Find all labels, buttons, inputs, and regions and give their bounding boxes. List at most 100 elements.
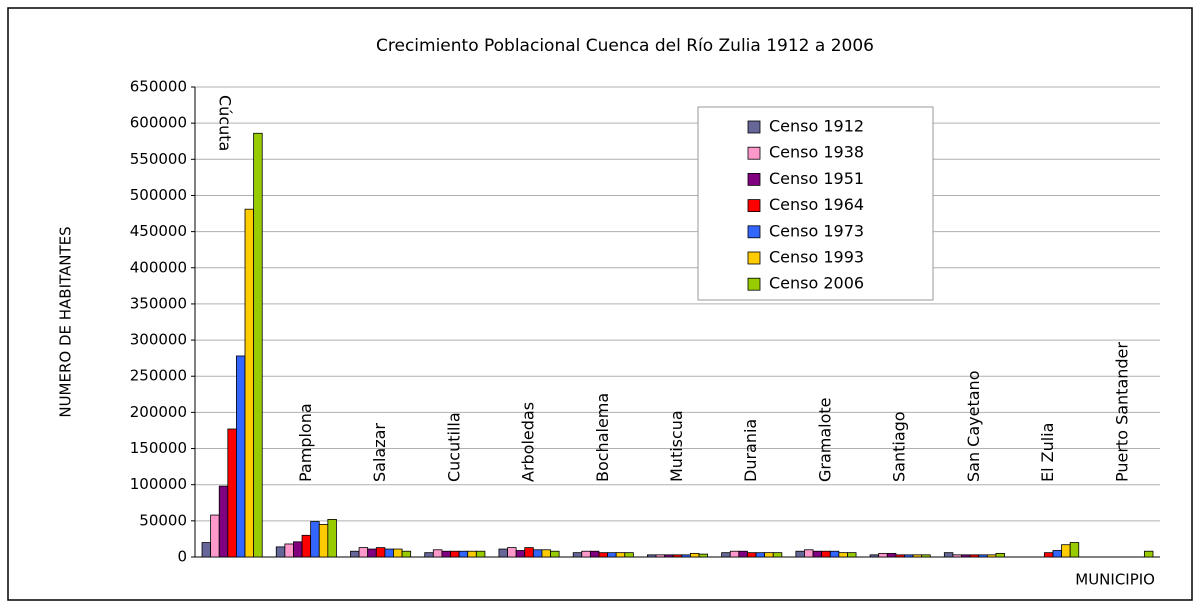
legend-swatch [747, 277, 761, 291]
bar [441, 550, 451, 558]
bar [804, 549, 814, 558]
bar [550, 550, 560, 558]
bar [218, 485, 229, 558]
legend-label: Censo 1964 [769, 195, 864, 214]
bar [795, 550, 805, 558]
bar [690, 552, 700, 558]
bar [1143, 550, 1154, 558]
y-axis-title: NUMERO DE HABITANTES [57, 226, 75, 417]
bar [1043, 552, 1054, 558]
y-tick-label: 200000 [130, 403, 187, 421]
bar [350, 550, 360, 558]
bar [912, 554, 923, 558]
bar [293, 541, 303, 558]
legend-label: Censo 2006 [769, 274, 864, 293]
y-tick-label: 400000 [130, 258, 187, 276]
y-tick-label: 250000 [130, 367, 187, 385]
bar [878, 552, 888, 558]
category-label: San Cayetano [964, 371, 983, 482]
bar [672, 554, 683, 558]
legend-label: Censo 1938 [769, 143, 864, 162]
bar [952, 554, 962, 558]
bar [450, 550, 460, 558]
legend-swatch [747, 199, 761, 213]
bar [572, 552, 583, 558]
legend-label: Censo 1973 [769, 221, 864, 240]
bar [424, 552, 434, 558]
category-label: El Zulia [1038, 423, 1057, 482]
bar [615, 552, 626, 558]
bar [515, 550, 526, 558]
bar [1069, 542, 1080, 558]
bar [598, 552, 608, 558]
bar [458, 550, 469, 558]
bar [401, 550, 412, 558]
bar [986, 554, 997, 558]
bar [995, 552, 1005, 558]
bar [698, 553, 709, 558]
y-tick-label: 600000 [130, 114, 187, 132]
chart-title: Crecimiento Poblacional Cuenca del Río Z… [376, 36, 874, 56]
bar [236, 355, 246, 558]
bar [358, 547, 369, 558]
bar [655, 554, 666, 558]
bar [310, 521, 320, 558]
y-tick-label: 550000 [130, 150, 187, 168]
bar [301, 534, 312, 558]
bar [921, 554, 931, 558]
y-tick-label: 0 [177, 548, 187, 566]
bar [624, 552, 634, 558]
bar [244, 208, 255, 558]
legend-label: Censo 1993 [769, 248, 864, 267]
bar [275, 546, 286, 558]
legend-label: Censo 1912 [769, 117, 864, 136]
bar [755, 552, 766, 558]
bar [978, 554, 988, 558]
bar [721, 552, 731, 558]
bar [764, 552, 774, 558]
legend-swatch [747, 120, 761, 134]
y-tick-label: 650000 [130, 78, 187, 96]
bar [393, 548, 403, 558]
bar [647, 554, 657, 558]
x-axis-title: MUNICIPIO [1075, 571, 1155, 589]
category-label: Arboledas [519, 402, 538, 482]
bar [375, 547, 386, 558]
bar [367, 548, 377, 558]
category-label: Cúcuta [216, 95, 235, 151]
bar [384, 548, 394, 558]
bar [895, 554, 905, 558]
bar [589, 550, 600, 558]
bar [943, 552, 954, 558]
bar [432, 549, 443, 558]
bar [318, 524, 329, 558]
category-label: Puerto Santander [1112, 342, 1131, 482]
bar [969, 554, 980, 558]
bar [886, 552, 897, 558]
y-tick-label: 450000 [130, 222, 187, 240]
y-tick-label: 150000 [130, 439, 187, 457]
bar [541, 549, 551, 558]
bar [253, 132, 263, 558]
bar [729, 550, 740, 558]
legend-box [697, 106, 934, 301]
legend-swatch [747, 146, 761, 160]
category-label: Santiago [890, 411, 909, 482]
bar [738, 550, 748, 558]
bar [532, 549, 543, 558]
bar [607, 552, 617, 558]
bar [838, 552, 848, 558]
bar [772, 552, 783, 558]
bar [847, 552, 857, 558]
category-label: Cucutilla [444, 412, 463, 482]
y-tick-label: 350000 [130, 294, 187, 312]
bar [475, 550, 486, 558]
bar [467, 550, 477, 558]
bar [747, 552, 757, 558]
category-label: Mutiscua [667, 410, 686, 482]
bar [664, 554, 674, 558]
bar [201, 542, 212, 558]
legend-swatch [747, 225, 761, 239]
category-label: Durania [741, 419, 760, 482]
